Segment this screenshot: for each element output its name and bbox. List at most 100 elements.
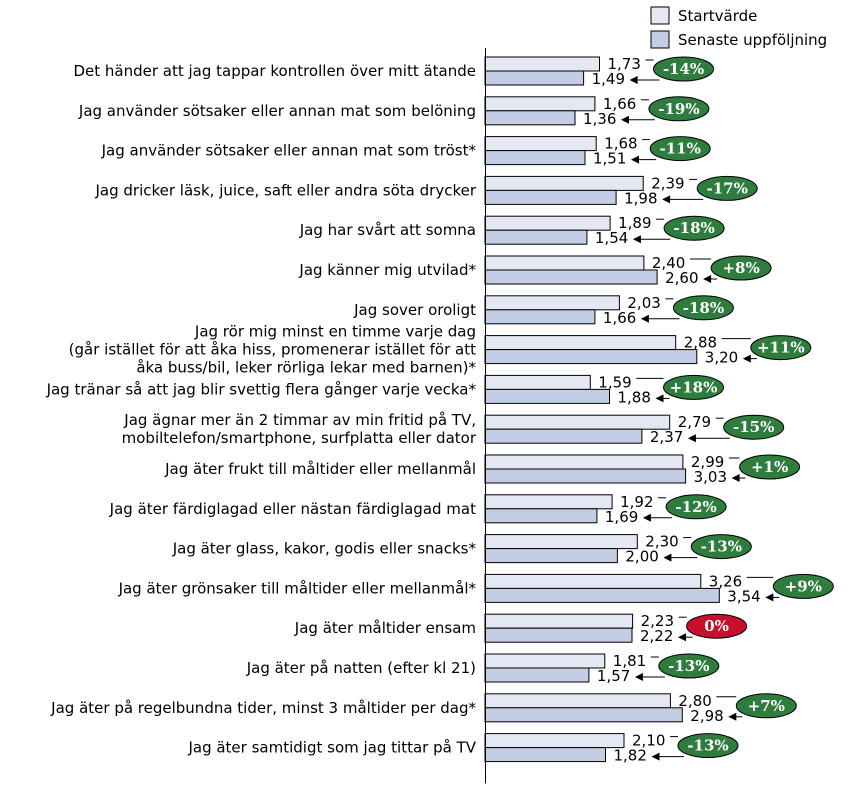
- arrow-head: [687, 434, 696, 443]
- bar-senaste: [484, 548, 618, 564]
- change-label: +18%: [670, 378, 718, 396]
- change-label: -12%: [675, 498, 716, 516]
- change-label: -18%: [683, 299, 724, 317]
- category-label: Jag har svårt att somna: [299, 221, 476, 239]
- bar-startvarde: [484, 295, 620, 311]
- change-badge: [735, 693, 797, 719]
- change-label: -19%: [658, 100, 699, 118]
- arrow-head: [663, 553, 672, 562]
- bar-startvarde: [484, 534, 638, 550]
- bar-senaste: [484, 468, 687, 484]
- category-label: Jag tränar så att jag blir svettig flera…: [46, 380, 477, 398]
- change-badge: [690, 534, 752, 560]
- arrow-head: [631, 155, 639, 164]
- change-label: +11%: [757, 339, 805, 357]
- bar-group: Jag äter måltider ensam 2,232,22 0%: [294, 612, 748, 645]
- change-badge: [653, 56, 714, 82]
- value-label-startvarde: 1,59: [598, 373, 631, 391]
- bar-senaste: [484, 667, 590, 683]
- change-badge: [663, 215, 725, 241]
- change-label: -15%: [733, 418, 774, 436]
- bar-startvarde: [484, 215, 611, 231]
- arrow-head: [731, 474, 740, 482]
- value-label-startvarde: 2,10: [632, 732, 665, 750]
- arrow-head: [634, 673, 643, 681]
- bar-startvarde: [484, 414, 671, 430]
- change-label: -13%: [668, 657, 709, 675]
- value-label-startvarde: 2,40: [652, 254, 685, 272]
- bar-startvarde: [484, 693, 671, 709]
- category-label: Jag sover oroligt: [353, 301, 476, 319]
- bar-startvarde: [484, 136, 597, 152]
- change-badge: [648, 96, 710, 122]
- bar-startvarde: [484, 653, 606, 669]
- arrow-head: [640, 314, 649, 323]
- value-label-startvarde: 2,99: [691, 453, 724, 471]
- bar-senaste: [484, 349, 698, 365]
- bar-group: Jag dricker läsk, juice, saft eller andr…: [94, 174, 758, 207]
- value-label-senaste: 1,54: [595, 229, 628, 247]
- change-badge: [686, 613, 748, 639]
- value-label-startvarde: 2,79: [678, 413, 711, 431]
- bar-senaste: [484, 587, 720, 603]
- bar-group: Jag tränar så att jag blir svettig flera…: [46, 373, 724, 406]
- change-badge: [710, 255, 772, 281]
- category-label: Jag känner mig utvilad*: [298, 261, 476, 279]
- value-label-startvarde: 1,89: [618, 214, 651, 232]
- bar-group: Jag äter grönsaker till måltider eller m…: [118, 572, 834, 605]
- bar-startvarde: [484, 613, 634, 629]
- category-label: Jag ägnar mer än 2 timmar av min fritid …: [123, 411, 476, 429]
- change-label: -14%: [663, 60, 704, 78]
- arrow-head: [655, 394, 664, 403]
- category-label: Jag dricker läsk, juice, saft eller andr…: [94, 181, 476, 199]
- change-label: +8%: [722, 259, 759, 277]
- legend: Startvärde Senaste uppföljning: [650, 6, 827, 49]
- bar-startvarde: [484, 733, 625, 749]
- bar-group: Jag har svårt att somna 1,891,54 -18%: [299, 214, 725, 247]
- bar-group: Jag sover oroligt 2,031,66 -18%: [353, 294, 734, 327]
- change-label: -17%: [707, 179, 748, 197]
- arrow-head: [678, 633, 686, 642]
- change-badge: [750, 335, 812, 361]
- change-label: -11%: [660, 140, 701, 158]
- change-label: -13%: [701, 538, 742, 556]
- change-badge: [772, 573, 834, 599]
- bar-startvarde: [484, 96, 596, 112]
- category-label: Jag äter grönsaker till måltider eller m…: [118, 579, 477, 597]
- bar-group: Jag äter glass, kakor, godis eller snack…: [172, 533, 752, 566]
- arrow-head: [632, 235, 641, 244]
- bar-senaste: [484, 707, 683, 723]
- bars: Det händer att jag tappar kontrollen öve…: [46, 55, 834, 765]
- arrow-head: [629, 76, 638, 84]
- bar-group: Jag använder sötsaker eller annan mat so…: [78, 95, 710, 128]
- arrow-head: [662, 195, 671, 204]
- change-badge: [658, 653, 720, 679]
- value-label-startvarde: 2,30: [645, 533, 678, 551]
- arrow-head: [742, 354, 751, 363]
- bar-senaste: [484, 508, 598, 524]
- value-label-senaste: 1,49: [592, 70, 625, 88]
- bar-senaste: [484, 428, 643, 444]
- change-label: 0%: [704, 617, 729, 635]
- value-label-senaste: 1,57: [597, 667, 630, 685]
- bar-group: Jag äter på regelbundna tider, minst 3 m…: [50, 692, 797, 725]
- value-label-startvarde: 1,81: [613, 652, 646, 670]
- value-label-startvarde: 1,92: [620, 493, 653, 511]
- value-label-senaste: 3,03: [694, 468, 727, 486]
- category-label: Jag äter glass, kakor, godis eller snack…: [172, 540, 477, 558]
- category-label: (går istället för att åka hiss, promener…: [69, 341, 476, 359]
- bar-senaste: [484, 110, 576, 126]
- bar-group: Jag rör mig minst en timme varje dag(går…: [69, 323, 812, 377]
- bar-group: Jag känner mig utvilad* 2,402,60 +8%: [298, 254, 772, 287]
- bar-startvarde: [484, 56, 600, 72]
- category-label: Jag rör mig minst en timme varje dag: [194, 323, 476, 341]
- bar-startvarde: [484, 454, 684, 470]
- value-label-startvarde: 2,88: [684, 334, 717, 352]
- value-label-senaste: 3,54: [727, 587, 760, 605]
- value-label-senaste: 2,37: [650, 428, 683, 446]
- legend-startvarde-label: Startvärde: [678, 7, 757, 25]
- category-label: Jag äter måltider ensam: [294, 619, 476, 637]
- change-badge: [723, 414, 785, 440]
- bar-startvarde: [484, 335, 677, 351]
- category-label: Jag äter på regelbundna tider, minst 3 m…: [50, 699, 476, 717]
